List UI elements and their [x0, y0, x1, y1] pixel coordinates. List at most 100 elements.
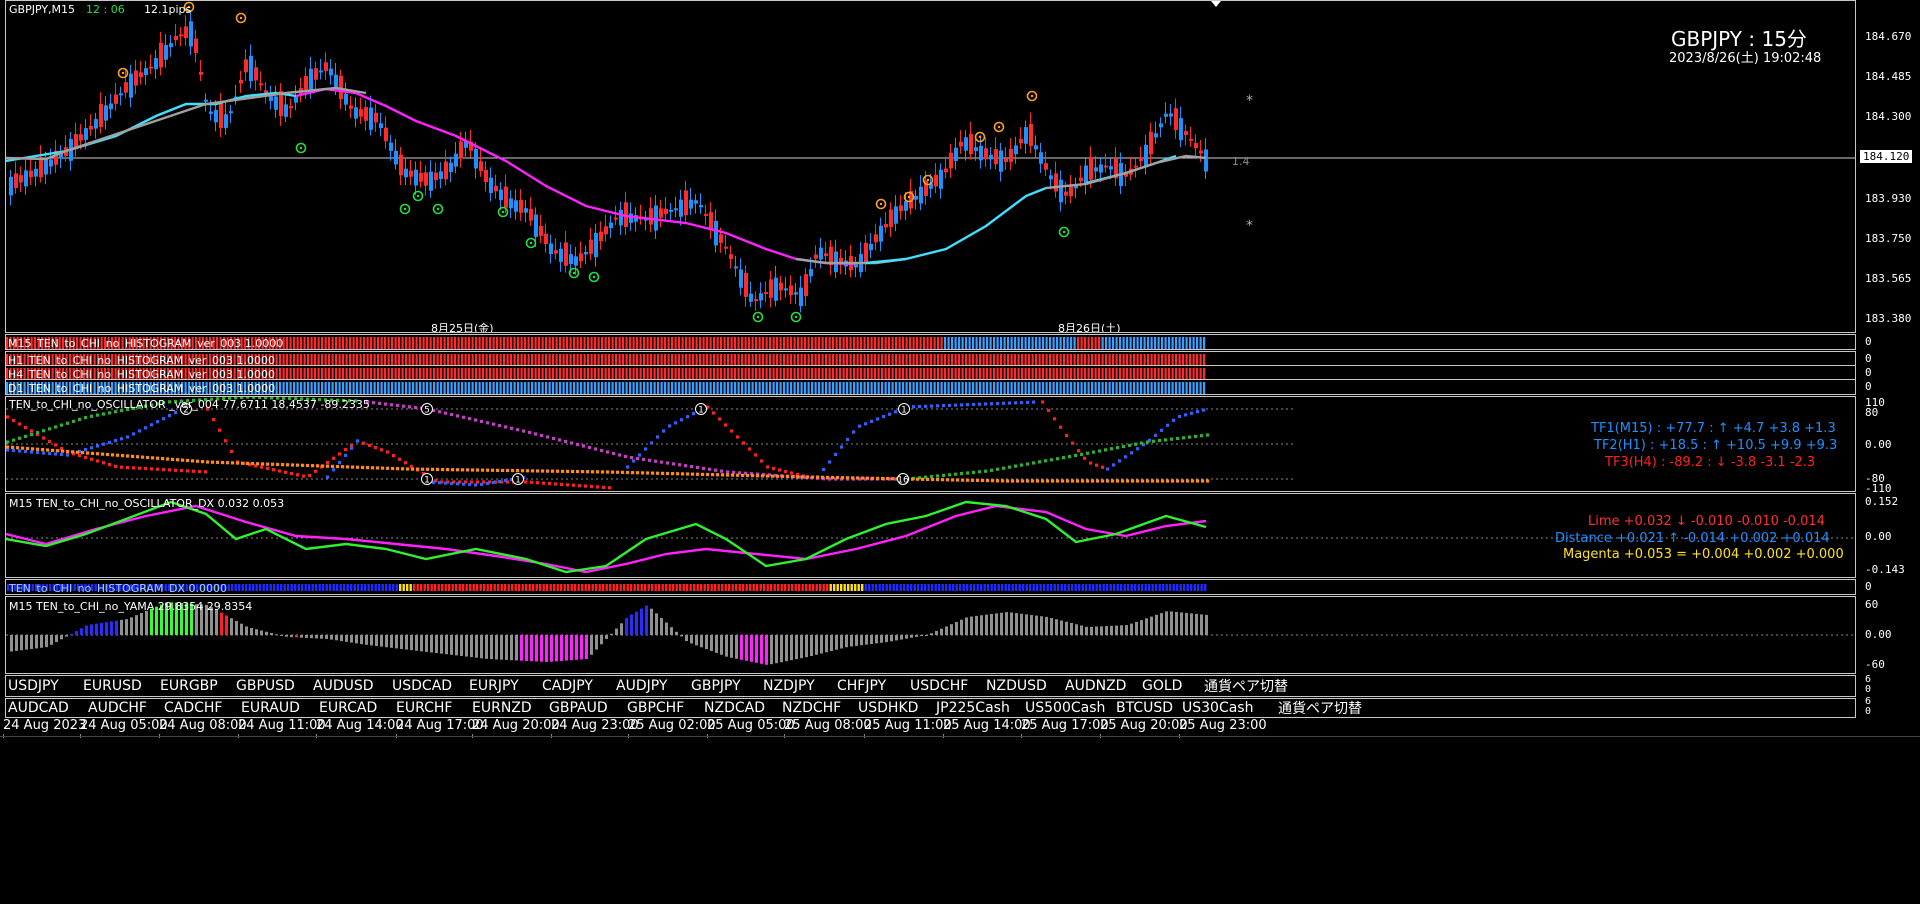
pair-button-gbpjpy[interactable]: GBPJPY: [691, 678, 741, 694]
histogram-bar: [1077, 354, 1080, 366]
pair-switch-button[interactable]: 通貨ペア切替: [1278, 701, 1362, 717]
histogram-dx-bar: [591, 584, 594, 591]
pair-button-cadchf[interactable]: CADCHF: [164, 700, 223, 716]
histogram-bar: [765, 382, 768, 394]
histogram-bar: [1063, 382, 1066, 394]
pair-button-gbpusd[interactable]: GBPUSD: [236, 678, 295, 694]
histogram-bar: [940, 337, 943, 349]
histogram-bar: [128, 354, 131, 366]
pair-button-audchf[interactable]: AUDCHF: [88, 700, 147, 716]
pair-button-nzdjpy[interactable]: NZDJPY: [763, 678, 815, 694]
histogram-dx-bar: [714, 584, 717, 591]
pair-button-usdjpy[interactable]: USDJPY: [8, 678, 59, 694]
histogram-bar: [937, 382, 940, 394]
histogram-dx-bar: [857, 584, 860, 591]
histogram-dx-pane[interactable]: TEN_to_CHI_no_HISTOGRAM_DX 0.0000: [5, 579, 1856, 595]
pair-button-nzdchf[interactable]: NZDCHF: [782, 700, 842, 716]
pair-button-audcad[interactable]: AUDCAD: [8, 700, 69, 716]
oscillator-orange-dot: [856, 476, 860, 480]
histogram-bar: [685, 382, 688, 394]
histogram-bar: [300, 382, 303, 394]
histogram-bar: [198, 368, 201, 380]
histogram-bar: [1196, 337, 1199, 349]
yama-pane[interactable]: M15 TEN_to_CHI_no_YAMA 29.8354 29.8354: [5, 596, 1856, 674]
pair-button-gold[interactable]: GOLD: [1142, 678, 1183, 694]
oscillator-pane[interactable]: 2 5 1 1 1 1 16 TEN_to_CHI_no_OSCILLATOR _ver_0…: [5, 396, 1856, 492]
candle-body: [629, 213, 633, 223]
histogram-bar: [1192, 354, 1195, 366]
yama-bar: [170, 602, 173, 635]
histogram-bar: [492, 354, 495, 366]
pair-button-gbpaud[interactable]: GBPAUD: [549, 700, 608, 716]
histogram-dx-bar: [59, 584, 62, 591]
yama-bar: [1120, 625, 1123, 635]
pair-button-us30cash[interactable]: US30Cash: [1182, 700, 1254, 716]
histogram-bar: [1038, 382, 1041, 394]
histogram-bar: [1196, 368, 1199, 380]
histogram-dx-bar: [658, 584, 661, 591]
oscillator-tf1-dot: [840, 445, 844, 449]
histogram-bar: [580, 368, 583, 380]
oscillator-tf2-dot: [240, 397, 244, 399]
histogram-bar: [632, 337, 635, 349]
yama-bar: [485, 635, 488, 659]
histogram-bar: [555, 368, 558, 380]
histogram-bar: [391, 368, 394, 380]
histogram-bar: [695, 337, 698, 349]
pair-switch-button[interactable]: 通貨ペア切替: [1204, 679, 1288, 695]
oscillator-orange-dot: [436, 467, 440, 472]
histogram-bar: [461, 354, 464, 366]
pair-button-eurgbp[interactable]: EURGBP: [160, 678, 218, 694]
histogram-bar: [821, 382, 824, 394]
pair-button-eurjpy[interactable]: EURJPY: [469, 678, 519, 694]
histogram-bar: [643, 382, 646, 394]
histogram-bar: [513, 354, 516, 366]
histogram-bar: [1031, 368, 1034, 380]
candle-body: [1074, 184, 1078, 189]
pair-button-us500cash[interactable]: US500Cash: [1025, 700, 1106, 716]
signal-circle-green: [399, 203, 411, 215]
histogram-bar: [468, 382, 471, 394]
histogram-bar: [1080, 354, 1083, 366]
pair-button-usdchf[interactable]: USDCHF: [910, 678, 969, 694]
pair-button-eurnzd[interactable]: EURNZD: [472, 700, 532, 716]
pair-button-nzdusd[interactable]: NZDUSD: [986, 678, 1047, 694]
pair-button-eurcad[interactable]: EURCAD: [319, 700, 378, 716]
yama-bar: [105, 622, 108, 635]
histogram-dx-bar: [1029, 584, 1032, 591]
oscillator-orange-dot: [66, 449, 70, 454]
pair-button-eurusd[interactable]: EURUSD: [83, 678, 142, 694]
histogram-dx-bar: [969, 584, 972, 591]
pair-button-cadjpy[interactable]: CADJPY: [542, 678, 593, 694]
histogram-bar: [83, 368, 86, 380]
price-chart-pane[interactable]: GBPJPY,M15 12 : 06 12.1pips GBPJPY : 15分…: [5, 0, 1856, 333]
histogram-dx-bar: [154, 584, 157, 591]
histogram-d1-pane[interactable]: D1_TEN_to_CHI_no_HISTOGRAM_ver_003 1.000…: [5, 379, 1856, 395]
histogram-m15-pane[interactable]: M15_TEN_to_CHI_no_HISTOGRAM_ver_003 1.00…: [5, 334, 1856, 350]
histogram-bar: [181, 382, 184, 394]
pair-button-btcusd[interactable]: BTCUSD: [1116, 700, 1174, 716]
oscillator-dx-pane[interactable]: M15 TEN_to_CHI_no_OSCILLATOR_DX 0.032 0.…: [5, 493, 1856, 578]
oscillator-tf2-dot: [354, 399, 358, 403]
oscillator-orange-dot: [1091, 479, 1095, 483]
pair-button-jp225cash[interactable]: JP225Cash: [936, 700, 1010, 716]
pair-button-chfjpy[interactable]: CHFJPY: [837, 678, 887, 694]
pair-button-usdhkd[interactable]: USDHKD: [858, 700, 919, 716]
pair-button-euraud[interactable]: EURAUD: [241, 700, 300, 716]
pair-button-audnzd[interactable]: AUDNZD: [1065, 678, 1127, 694]
oscillator-tf1-dot: [936, 404, 940, 408]
oscillator-tf3-dot: [192, 469, 196, 473]
histogram-bar: [391, 354, 394, 366]
histogram-bar: [643, 354, 646, 366]
pair-button-usdcad[interactable]: USDCAD: [392, 678, 453, 694]
pair-button-audjpy[interactable]: AUDJPY: [616, 678, 668, 694]
oscillator-orange-dot: [101, 452, 105, 456]
signal-circle-green: [1058, 226, 1070, 238]
pair-button-nzdcad[interactable]: NZDCAD: [704, 700, 765, 716]
pair-button-gbpchf[interactable]: GBPCHF: [627, 700, 685, 716]
candle-body: [749, 293, 753, 302]
pair-button-audusd[interactable]: AUDUSD: [313, 678, 374, 694]
oscillator-tf2-dot: [564, 439, 568, 444]
window-arrow-icon[interactable]: [1211, 1, 1221, 7]
pair-button-eurchf[interactable]: EURCHF: [396, 700, 453, 716]
